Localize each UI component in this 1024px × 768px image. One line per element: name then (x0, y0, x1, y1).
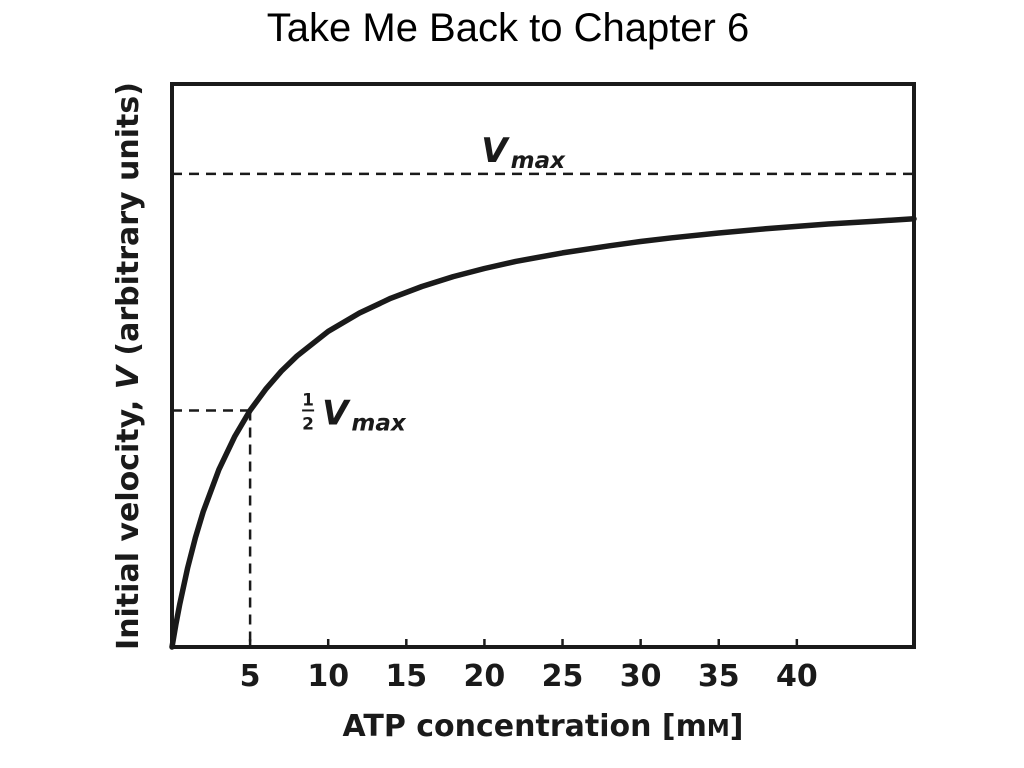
x-tick-label: 5 (240, 659, 261, 694)
velocity-curve (169, 216, 917, 650)
x-tick-label: 20 (464, 659, 506, 694)
x-axis-title: ATP concentration [mM] (342, 709, 743, 744)
half-vmax-label-v: V (322, 393, 351, 433)
x-tick-label: 10 (307, 659, 349, 694)
x-tick-label: 25 (542, 659, 584, 694)
half-fraction-denominator: 2 (302, 414, 314, 434)
y-axis-title-part-3: (arbitrary units) (111, 82, 146, 366)
vmax-label-v: V (481, 131, 510, 171)
x-axis-title-smallcaps: M (707, 716, 730, 742)
x-tick-label: 30 (620, 659, 662, 694)
x-tick-label: 40 (776, 659, 818, 694)
vmax-label-sub: max (511, 148, 566, 174)
half-vmax-label-sub: max (351, 410, 406, 436)
half-fraction-numerator: 1 (302, 390, 314, 410)
x-axis-title-part-3: ] (730, 709, 744, 744)
slide-title: Take Me Back to Chapter 6 (266, 6, 750, 50)
x-tick-label: 35 (698, 659, 740, 694)
x-tick-label: 15 (385, 659, 427, 694)
plot-frame (170, 82, 916, 649)
y-axis-title: Initial velocity, V (arbitrary units) (111, 82, 146, 650)
x-axis-title-part-1: ATP concentration [m (342, 709, 706, 744)
y-axis-title-italic: V (111, 363, 146, 389)
x-axis-ticks: 5 10 15 20 25 30 35 40 (240, 639, 818, 694)
y-axis-title-part-1: Initial velocity, (111, 389, 146, 650)
